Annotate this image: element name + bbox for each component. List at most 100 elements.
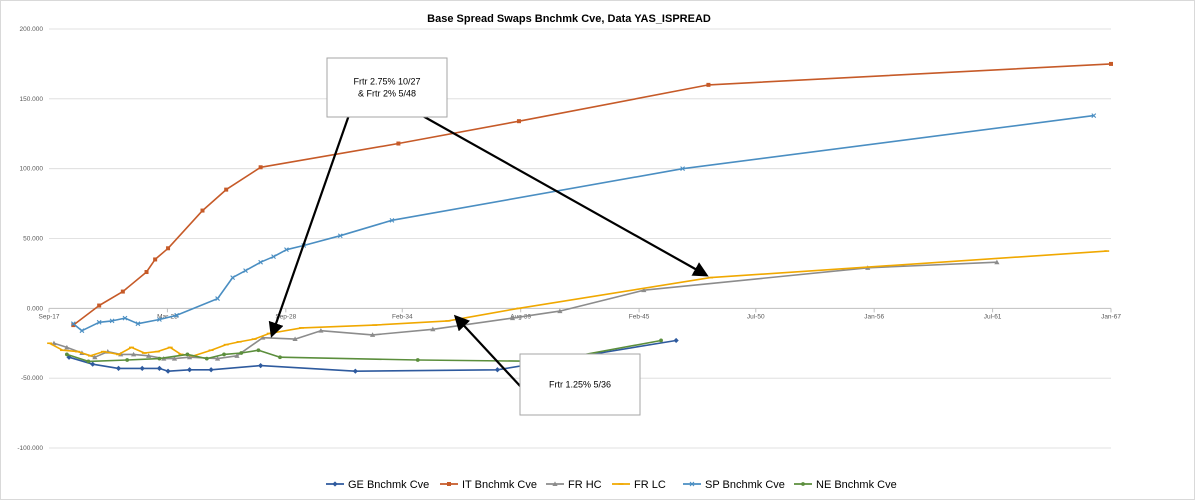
data-point: [552, 481, 558, 486]
x-tick-label: Jan-67: [1101, 313, 1121, 320]
data-point: [200, 208, 205, 213]
data-point: [171, 356, 178, 361]
y-tick-label: 200.000: [20, 26, 44, 33]
data-point: [689, 481, 695, 487]
data-point: [706, 82, 711, 87]
data-point: [230, 275, 236, 280]
annotation-callout: Frtr 2.75% 10/27 & Frtr 2% 5/48: [326, 57, 448, 118]
data-point: [673, 337, 679, 344]
legend-item: FR LC: [612, 479, 666, 491]
legend-item: NE Bnchmk Cve: [794, 479, 897, 491]
data-point: [157, 317, 162, 322]
data-point: [97, 303, 102, 308]
data-point: [278, 355, 282, 360]
data-point: [92, 354, 98, 360]
y-tick-label: 100.000: [20, 166, 44, 173]
data-point: [260, 335, 266, 340]
annotation-arrow: [268, 114, 351, 338]
legend-item: FR HC: [546, 479, 602, 491]
data-point: [144, 270, 149, 275]
x-tick-label: Sep-17: [39, 313, 60, 320]
legend-item: GE Bnchmk Cve: [326, 479, 429, 491]
legend-label: IT Bnchmk Cve: [462, 479, 537, 491]
x-tick-label: Jul-50: [747, 313, 765, 320]
legend-label: FR HC: [568, 479, 602, 491]
data-point: [352, 368, 358, 374]
data-point: [284, 247, 289, 253]
data-point: [389, 217, 395, 223]
annotation-arrows: [268, 114, 709, 388]
data-point: [224, 187, 229, 192]
series-it-bnchmk-cve: [71, 61, 1113, 328]
data-point: [258, 362, 264, 369]
legend-item: SP Bnchmk Cve: [683, 479, 785, 491]
data-point: [157, 356, 162, 361]
series-line: [49, 250, 1107, 357]
data-point: [509, 315, 516, 321]
data-point: [165, 368, 171, 374]
data-point: [415, 358, 420, 362]
data-point: [256, 348, 261, 353]
data-point: [185, 352, 190, 357]
annotation-arrow: [453, 314, 522, 388]
data-point: [1109, 61, 1113, 66]
data-point: [214, 356, 221, 361]
annotation-arrow: [420, 114, 709, 277]
data-point: [369, 332, 376, 337]
data-point: [337, 233, 343, 239]
annotation-callout: Frtr 1.25% 5/36: [519, 353, 641, 416]
gridlines: [49, 28, 1111, 449]
data-point: [215, 296, 220, 301]
y-tick-label: -100.000: [17, 445, 43, 452]
data-point: [680, 166, 685, 172]
data-point: [174, 312, 180, 318]
callout-box: [326, 57, 448, 118]
data-point: [243, 268, 248, 274]
data-point: [64, 344, 70, 350]
legend-item: IT Bnchmk Cve: [440, 479, 537, 491]
callout-box: [519, 353, 641, 416]
data-point: [125, 358, 130, 362]
legend-label: NE Bnchmk Cve: [816, 479, 897, 491]
x-tick-label: Sep-28: [275, 313, 296, 320]
data-point: [109, 318, 115, 324]
x-tick-label: Feb-34: [392, 313, 413, 320]
data-point: [258, 259, 264, 265]
data-point: [332, 481, 338, 487]
data-point: [186, 367, 193, 373]
data-point: [271, 254, 276, 260]
series-line: [68, 339, 677, 373]
data-point: [430, 326, 436, 332]
legend-label: SP Bnchmk Cve: [705, 479, 785, 491]
data-point: [1091, 113, 1097, 118]
data-point: [396, 141, 401, 146]
data-point: [186, 354, 193, 360]
data-point: [994, 259, 1000, 265]
annotation-callouts: Frtr 2.75% 10/27 & Frtr 2% 5/48 Frtr 1.25%…: [326, 57, 641, 416]
data-point: [641, 287, 647, 293]
data-point: [494, 367, 501, 373]
callout-text: Frtr 2.75% 10/27: [353, 77, 420, 87]
x-tick-label: Jul-61: [984, 313, 1002, 320]
data-point: [120, 289, 125, 294]
data-point: [557, 308, 563, 314]
data-point: [96, 319, 102, 325]
series-lines: [47, 61, 1113, 374]
y-tick-label: 0.000: [27, 305, 44, 312]
callout-text: & Frtr 2% 5/48: [358, 89, 416, 99]
data-point: [139, 365, 145, 371]
data-point: [79, 328, 85, 334]
data-point: [90, 361, 96, 367]
y-tick-label: -50.000: [21, 375, 43, 382]
data-point: [801, 482, 805, 486]
data-point: [258, 165, 263, 170]
legend: GE Bnchmk Cve IT Bnchmk Cve FR HC FR LC SP B…: [326, 479, 897, 491]
data-point: [135, 321, 141, 327]
data-point: [131, 351, 137, 357]
data-point: [447, 482, 451, 486]
data-point: [71, 323, 76, 328]
data-point: [239, 351, 244, 355]
data-point: [146, 353, 152, 358]
data-point: [166, 246, 171, 251]
